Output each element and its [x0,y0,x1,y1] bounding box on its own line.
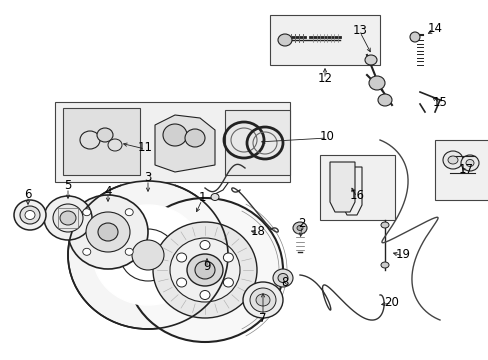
Ellipse shape [364,55,376,65]
Ellipse shape [249,288,275,312]
Text: 18: 18 [250,225,265,238]
Polygon shape [155,115,215,172]
Ellipse shape [20,206,40,224]
Text: 8: 8 [281,276,288,289]
Ellipse shape [184,129,204,147]
Text: 9: 9 [203,261,210,274]
Ellipse shape [163,124,186,146]
Ellipse shape [447,156,457,164]
Text: 15: 15 [432,95,447,108]
Ellipse shape [125,209,133,216]
Ellipse shape [465,159,473,166]
Ellipse shape [170,238,240,302]
Ellipse shape [132,240,163,270]
Ellipse shape [82,209,91,216]
Ellipse shape [278,274,287,283]
Ellipse shape [25,211,35,220]
Text: 10: 10 [319,130,334,144]
Bar [319,155,394,220]
Text: 19: 19 [395,248,409,261]
Ellipse shape [108,139,122,151]
Ellipse shape [460,155,478,171]
Ellipse shape [153,222,257,318]
Ellipse shape [186,254,223,286]
Ellipse shape [176,278,186,287]
Ellipse shape [377,94,391,106]
Text: 6: 6 [24,189,32,202]
Ellipse shape [60,211,76,225]
Ellipse shape [296,225,303,230]
Text: 13: 13 [352,23,366,36]
Ellipse shape [53,204,83,232]
Text: 1: 1 [198,192,205,204]
Ellipse shape [125,248,133,255]
Ellipse shape [223,253,233,262]
Ellipse shape [86,212,130,252]
Text: 3: 3 [144,171,151,184]
Text: 7: 7 [259,311,266,324]
Text: 17: 17 [458,163,472,176]
Ellipse shape [44,196,92,240]
Text: 12: 12 [317,72,332,85]
Polygon shape [341,167,361,215]
Ellipse shape [97,128,113,142]
Bar [55,102,289,182]
Ellipse shape [200,291,209,300]
Ellipse shape [292,222,306,234]
Ellipse shape [278,34,291,46]
Text: 16: 16 [349,189,364,202]
Bar [224,110,289,175]
Ellipse shape [272,269,292,287]
Text: 14: 14 [427,22,442,35]
Ellipse shape [68,195,148,269]
Ellipse shape [380,262,388,268]
Ellipse shape [98,223,118,241]
Ellipse shape [195,261,215,279]
Ellipse shape [82,248,91,255]
Ellipse shape [243,282,283,318]
Bar [269,15,379,65]
Text: 4: 4 [104,185,112,198]
Ellipse shape [80,131,100,149]
Text: 11: 11 [137,141,152,154]
Bar [434,140,488,200]
Ellipse shape [409,32,419,42]
Ellipse shape [176,253,186,262]
Ellipse shape [14,200,46,230]
Text: 20: 20 [384,296,399,309]
Ellipse shape [200,240,209,249]
Ellipse shape [368,76,384,90]
Ellipse shape [120,229,176,281]
Ellipse shape [442,151,462,169]
Polygon shape [93,205,195,305]
Ellipse shape [68,181,227,329]
Bar [58,208,78,228]
Ellipse shape [256,294,269,306]
Text: 5: 5 [64,180,72,193]
Text: 2: 2 [298,217,305,230]
Ellipse shape [127,198,283,342]
Bar [63,108,140,175]
Ellipse shape [380,222,388,228]
Ellipse shape [210,193,219,201]
Polygon shape [329,162,354,212]
Ellipse shape [223,278,233,287]
